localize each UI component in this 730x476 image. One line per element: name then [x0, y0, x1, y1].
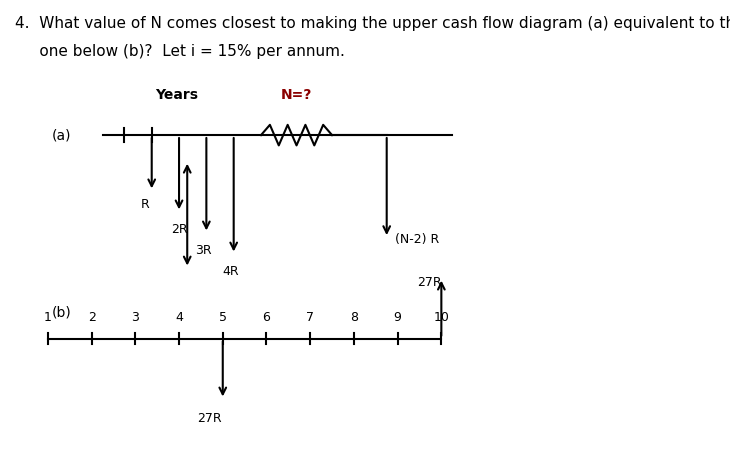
Text: 1: 1: [44, 310, 52, 324]
Text: 4: 4: [175, 310, 183, 324]
Text: 10: 10: [434, 310, 449, 324]
Text: 27R: 27R: [197, 412, 221, 425]
Text: N=?: N=?: [281, 89, 312, 102]
Text: 6: 6: [263, 310, 270, 324]
Text: (a): (a): [52, 128, 72, 142]
Text: 3R: 3R: [196, 244, 212, 257]
Text: R: R: [141, 198, 150, 211]
Text: (b): (b): [52, 306, 72, 320]
Text: 4R: 4R: [223, 265, 239, 278]
Text: one below (b)?  Let i = 15% per annum.: one below (b)? Let i = 15% per annum.: [15, 44, 345, 59]
Text: 27R: 27R: [417, 276, 442, 289]
Text: 4.  What value of N comes closest to making the upper cash flow diagram (a) equi: 4. What value of N comes closest to maki…: [15, 16, 730, 31]
Text: (N-2) R: (N-2) R: [395, 233, 439, 246]
Text: 7: 7: [306, 310, 314, 324]
Text: 2: 2: [88, 310, 96, 324]
Text: 9: 9: [393, 310, 402, 324]
Text: 3: 3: [131, 310, 139, 324]
Text: 2R: 2R: [171, 223, 188, 236]
Text: 8: 8: [350, 310, 358, 324]
Text: 5: 5: [219, 310, 227, 324]
Text: Years: Years: [155, 89, 198, 102]
